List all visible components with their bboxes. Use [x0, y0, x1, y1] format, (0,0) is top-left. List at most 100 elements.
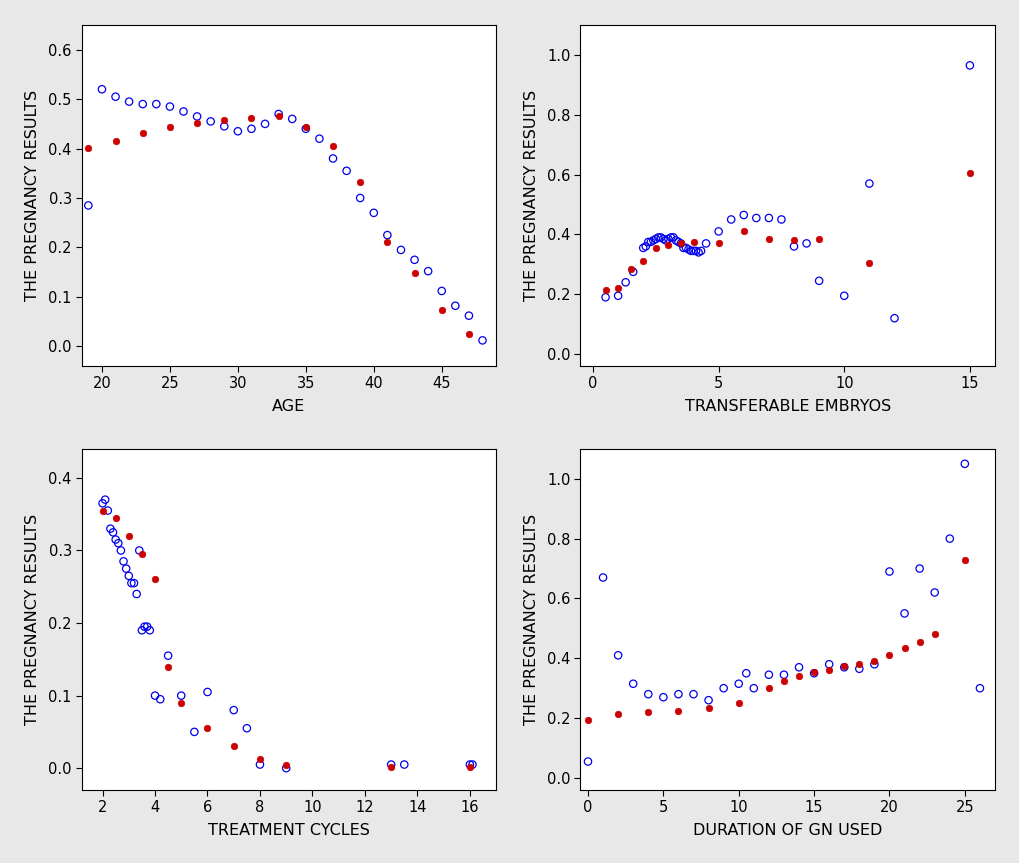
Point — [657, 234, 674, 248]
Point — [105, 526, 121, 539]
Point — [147, 689, 163, 702]
Point — [162, 121, 178, 135]
Point — [579, 713, 595, 727]
Point — [673, 236, 689, 250]
Point — [81, 142, 97, 155]
Point — [107, 532, 123, 546]
Point — [664, 230, 681, 244]
Point — [395, 758, 412, 772]
Point — [173, 689, 190, 702]
Point — [820, 658, 837, 671]
Point — [790, 670, 806, 683]
Point — [420, 264, 436, 278]
Point — [775, 674, 792, 688]
Point — [446, 299, 463, 312]
Point — [186, 725, 203, 739]
Point — [941, 532, 957, 545]
Point — [162, 99, 178, 113]
Point — [173, 696, 190, 709]
Point — [474, 333, 490, 347]
Point — [785, 240, 801, 254]
Point — [597, 290, 613, 304]
Point — [820, 664, 837, 677]
Point — [609, 648, 626, 662]
Point — [433, 303, 449, 317]
Point — [133, 623, 150, 637]
Point — [640, 687, 656, 701]
Point — [625, 265, 641, 279]
Point — [189, 110, 205, 123]
Point — [203, 115, 219, 129]
Point — [142, 623, 158, 637]
Point — [690, 245, 706, 259]
Point — [678, 241, 694, 255]
Point — [850, 662, 866, 676]
Point — [760, 211, 776, 225]
Point — [836, 660, 852, 674]
X-axis label: AGE: AGE — [272, 400, 305, 414]
Point — [95, 504, 111, 518]
Point — [860, 177, 876, 191]
Point — [669, 687, 686, 701]
Point — [379, 235, 395, 249]
Point — [160, 659, 176, 673]
Point — [216, 119, 232, 133]
Point — [252, 758, 268, 772]
Point — [118, 562, 135, 576]
Point — [836, 658, 852, 672]
Point — [790, 660, 806, 674]
Point — [609, 707, 626, 721]
Point — [244, 111, 260, 125]
Point — [121, 95, 138, 109]
Point — [100, 504, 116, 518]
Point — [107, 90, 123, 104]
Point — [640, 705, 656, 719]
Point — [120, 569, 137, 583]
Point — [609, 281, 626, 295]
Point — [911, 635, 927, 649]
Point — [805, 666, 821, 680]
Point — [644, 234, 660, 248]
Point — [135, 98, 151, 111]
Point — [745, 681, 761, 695]
Point — [462, 759, 478, 773]
Point — [597, 283, 613, 297]
Point — [647, 232, 663, 246]
Point — [579, 754, 595, 768]
Point — [406, 253, 422, 267]
Point — [669, 235, 686, 249]
Point — [925, 627, 942, 641]
Point — [697, 236, 713, 250]
Point — [880, 564, 897, 578]
Y-axis label: THE PREGNANCY RESULTS: THE PREGNANCY RESULTS — [524, 513, 538, 725]
Point — [120, 529, 137, 543]
Point — [110, 536, 126, 550]
Point — [461, 328, 477, 342]
Point — [338, 164, 355, 178]
Point — [284, 112, 301, 126]
Point — [115, 554, 131, 568]
Point — [625, 677, 641, 690]
Point — [278, 761, 294, 775]
Point — [324, 152, 340, 166]
Point — [462, 758, 478, 772]
Point — [785, 234, 801, 248]
Point — [850, 658, 866, 671]
Point — [257, 117, 273, 131]
Point — [760, 681, 776, 695]
Point — [324, 139, 340, 153]
Point — [216, 113, 232, 127]
Point — [647, 241, 663, 255]
Point — [805, 665, 821, 678]
Point — [956, 457, 972, 470]
Point — [810, 274, 826, 287]
Point — [406, 267, 422, 280]
Point — [270, 109, 286, 123]
Point — [175, 104, 192, 118]
Point — [622, 262, 638, 276]
Point — [722, 212, 739, 226]
X-axis label: DURATION OF GN USED: DURATION OF GN USED — [692, 823, 881, 838]
Point — [148, 98, 164, 111]
Point — [635, 255, 651, 268]
Point — [609, 289, 626, 303]
